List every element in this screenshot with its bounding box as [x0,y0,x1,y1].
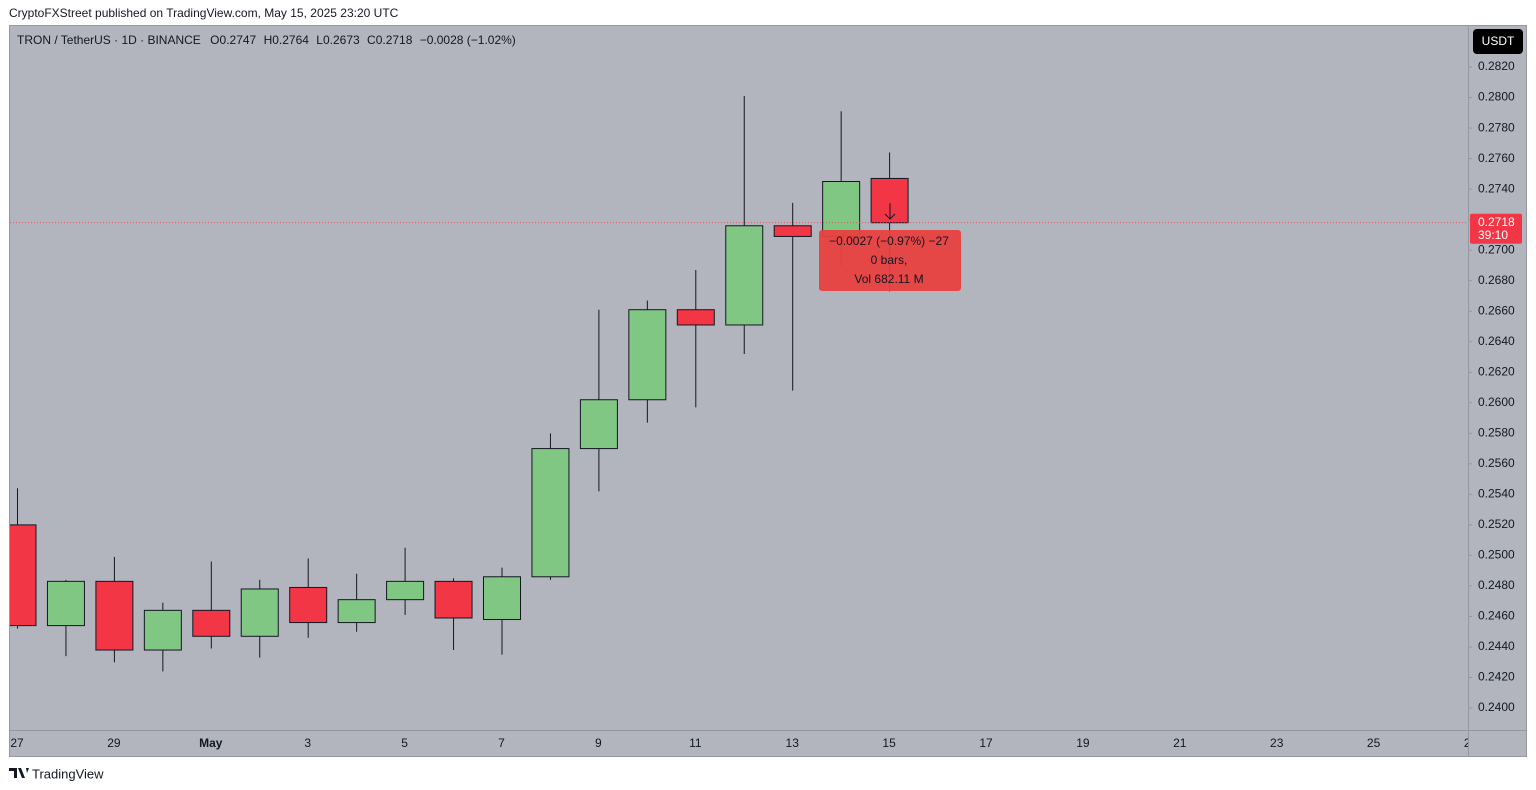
x-tick-label: 3 [304,736,311,750]
x-tick-label: 25 [1367,736,1381,750]
y-tick-label: 0.2740 [1478,181,1515,195]
ohlc-label: H [264,33,273,47]
y-tick-label: 0.2440 [1478,639,1515,653]
y-tick-label: 0.2680 [1478,273,1515,287]
x-tick-label: 19 [1076,736,1090,750]
candle-body [579,399,618,450]
candle-body [676,309,715,326]
candle-body [822,181,861,237]
measure-box [819,230,961,291]
x-tick-label: 9 [595,736,602,750]
candle-body [289,586,328,624]
x-tick-label: 23 [1270,736,1284,750]
ohlc-value: 0.2764 [272,33,309,47]
countdown: 39:10 [1478,228,1508,242]
candle-body [531,448,570,578]
x-tick-label: 27 [1464,736,1478,750]
y-tick-label: 0.2760 [1478,151,1515,165]
y-tick-label: 0.2660 [1478,303,1515,317]
y-tick-label: 0.2580 [1478,425,1515,439]
measure-text: −0.0027 (−0.97%) −27 [829,234,949,248]
measure-arrow [884,203,896,220]
y-tick-label: 0.2400 [1478,700,1515,714]
candle-body [46,580,85,627]
brand: TradingView [32,766,104,781]
x-tick-label: 15 [882,736,896,750]
x-tick-label: 27 [10,736,24,750]
y-tick-label: 0.2600 [1478,395,1515,409]
x-tick-label: May [199,736,223,750]
time-axis: 27 29 May 3 5 7 9 11 13 15 17 19 21 23 25 27 [10,736,1478,750]
x-tick-label: 13 [786,736,800,750]
y-tick-label: 0.2520 [1478,517,1515,531]
candle-body [143,609,182,651]
candle-body [337,599,376,624]
candle-body [483,576,521,621]
currency-button[interactable] [1473,29,1523,54]
last-price-label: 0.2718 [1478,215,1515,229]
chart-area [9,25,1527,757]
y-tick-label: 0.2820 [1478,59,1515,73]
x-tick-label: 29 [107,736,121,750]
candle-body [725,225,764,326]
candle-body [434,580,473,619]
x-tick-label: 11 [689,736,702,750]
ohlc-value: 0.2673 [323,33,360,47]
y-tick-label: 0.2800 [1478,90,1515,104]
change: −0.0028 (−1.02%) [420,33,516,47]
candle-body [386,580,425,601]
plot [10,96,1468,672]
y-tick-label: 0.2640 [1478,334,1515,348]
legend-line: TRON / TetherUS · 1D · BINANCE O0.2747 H… [17,33,516,47]
x-tick-label: 7 [498,736,505,750]
y-tick-label: 0.2480 [1478,578,1515,592]
candle-body [628,309,667,401]
ohlc-label: L [316,33,323,47]
attribution: CryptoFXStreet published on TradingView.… [9,6,399,20]
ohlc-label: O [210,33,219,47]
candle-body [192,609,231,637]
symbol: TRON / TetherUS · 1D · BINANCE [17,33,201,47]
y-tick-label: 0.2420 [1478,670,1515,684]
candle-body [240,588,279,637]
y-tick-label: 0.2700 [1478,242,1515,256]
measure-text: 0 bars, [871,253,908,267]
brand-logo [9,768,29,778]
x-tick-label: 5 [401,736,408,750]
y-tick-label: 0.2500 [1478,548,1515,562]
y-tick-label: 0.2540 [1478,487,1515,501]
candle-body [773,225,812,237]
price-axis: 0.2400 0.2420 0.2440 0.2460 0.2480 0.2500 0.25… [1468,59,1522,714]
x-tick-label: 21 [1173,736,1187,750]
candle-body [95,580,134,651]
last-price-tag [1470,213,1522,244]
ohlc-label: C [367,33,376,47]
currency-button-label[interactable]: USDT [1482,34,1515,48]
candle-body [10,524,37,627]
y-tick-label: 0.2560 [1478,456,1515,470]
y-tick-label: 0.2780 [1478,120,1515,134]
y-tick-label: 0.2620 [1478,364,1515,378]
y-tick-label: 0.2460 [1478,609,1515,623]
ohlc-value: 0.2718 [376,33,413,47]
measure-text: Vol 682.11 M [854,272,923,286]
ohlc-value: 0.2747 [220,33,257,47]
x-tick-label: 17 [979,736,993,750]
